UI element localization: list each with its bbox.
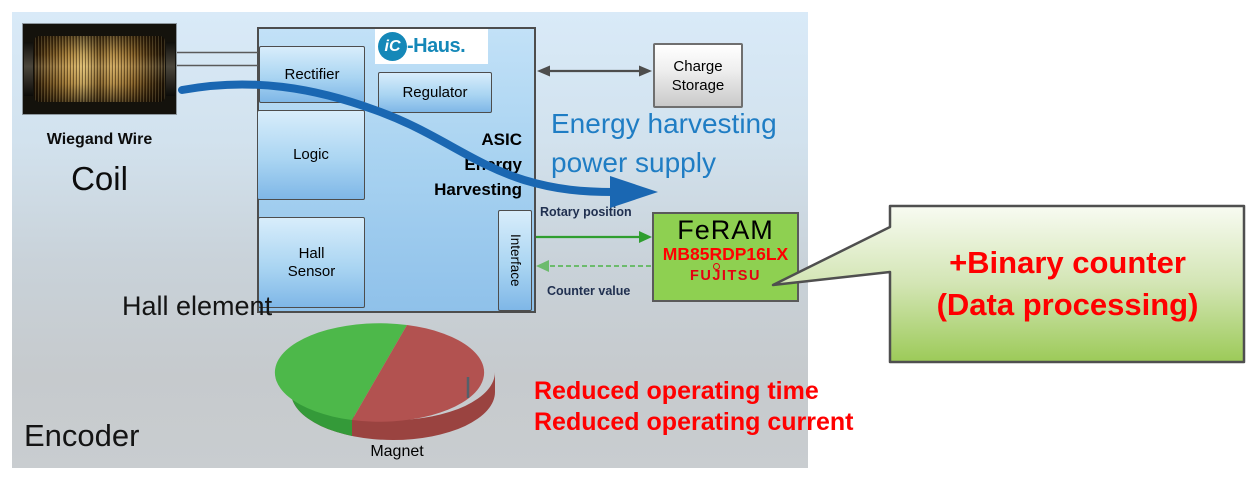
interface-block: Interface	[498, 210, 532, 311]
wiegand-wire-label: Wiegand Wire	[46, 131, 153, 148]
ichaus-circle-icon: iC	[378, 32, 407, 61]
rotary-position-label: Rotary position	[540, 205, 632, 219]
coil-label: Coil	[71, 160, 128, 197]
feram-part-number: MB85RDP16LX	[662, 244, 789, 264]
ichaus-wordmark: -Haus.	[407, 35, 466, 57]
feram-name: FeRAM	[677, 215, 774, 245]
logic-block: Logic	[257, 110, 365, 200]
benefits-label: Reduced operating time Reduced operating…	[534, 377, 854, 436]
regulator-label: Regulator	[402, 83, 468, 101]
hall-sensor-block: Hall Sensor	[258, 217, 365, 308]
logic-label: Logic	[293, 146, 329, 163]
regulator-block: Regulator	[378, 72, 492, 113]
rectifier-label: Rectifier	[284, 65, 340, 83]
encoder-label: Encoder	[24, 418, 140, 453]
charge-storage-label: Charge Storage	[671, 57, 725, 94]
hall-element-label: Hall element	[122, 291, 273, 321]
feram-block: FeRAM MB85RDP16LX FUJITSU	[652, 212, 799, 302]
magnet-label: Magnet	[370, 443, 424, 460]
charge-storage-block: Charge Storage	[653, 43, 743, 108]
fujitsu-wordmark: FUJITSU	[690, 268, 761, 284]
coil-end-cap	[24, 42, 33, 96]
hall-sensor-label: Hall Sensor	[287, 244, 336, 280]
asic-title: ASIC Energy Harvesting	[434, 130, 522, 199]
coil-winding	[33, 35, 166, 103]
counter-value-label: Counter value	[547, 284, 631, 298]
wiegand-wire-photo	[22, 23, 177, 115]
fujitsu-logo: FUJITSU	[690, 263, 761, 284]
power-supply-label: Energy harvesting power supply	[551, 108, 777, 178]
rectifier-block: Rectifier	[259, 46, 365, 103]
interface-label: Interface	[508, 234, 523, 287]
coil-end-cap	[166, 42, 175, 96]
ichaus-logo: iC -Haus.	[375, 29, 488, 64]
callout-label: +Binary counter (Data processing)	[936, 245, 1199, 322]
fujitsu-ring-icon	[713, 263, 721, 270]
